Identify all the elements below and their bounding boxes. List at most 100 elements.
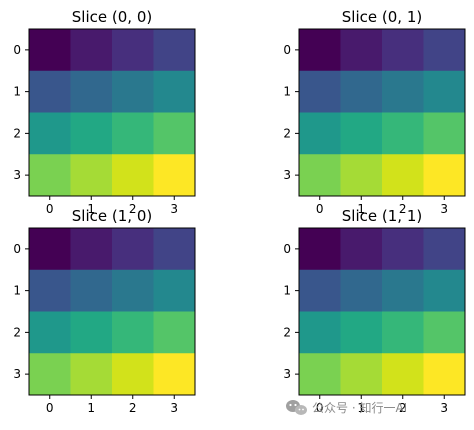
x-tick-label: 3 <box>440 401 448 415</box>
x-tick-label: 0 <box>46 401 54 415</box>
heatmap-cell <box>382 112 424 155</box>
heatmap-cell <box>29 311 71 354</box>
heatmap-cell <box>382 353 424 396</box>
heatmap-cell <box>299 70 341 113</box>
heatmap-cell <box>299 154 341 197</box>
heatmap-cell <box>340 311 383 354</box>
y-tick-label: 2 <box>283 126 291 140</box>
plot-frame <box>28 227 196 396</box>
heatmap-cell <box>112 70 154 113</box>
heatmap-cell <box>299 29 341 72</box>
heatmap-cell <box>340 228 383 271</box>
heatmap-cell <box>299 112 341 155</box>
heatmap-cell <box>423 228 466 271</box>
heatmap-cell <box>70 228 113 271</box>
heatmap-cell <box>29 353 71 396</box>
plot-frame <box>298 28 466 197</box>
plot-frame <box>298 227 466 396</box>
heatmap-cell <box>340 353 383 396</box>
heatmap-cell <box>70 112 113 155</box>
heatmap-cell <box>112 228 154 271</box>
y-tick-label: 3 <box>283 367 291 381</box>
y-tick-label: 1 <box>283 85 291 99</box>
heatmap-cell <box>423 29 466 72</box>
heatmap-cell <box>299 228 341 271</box>
y-tick-label: 2 <box>283 325 291 339</box>
heatmap-cell <box>153 311 196 354</box>
heatmap-cell <box>340 112 383 155</box>
heatmap-cell <box>70 70 113 113</box>
heatmap-cell <box>299 311 341 354</box>
heatmap-cell <box>153 353 196 396</box>
heatmap-cell <box>70 353 113 396</box>
heatmap-cell <box>29 112 71 155</box>
heatmap-cell <box>70 154 113 197</box>
heatmap-cell <box>340 154 383 197</box>
y-tick-label: 1 <box>283 284 291 298</box>
heatmap-cell <box>299 353 341 396</box>
heatmap-cell <box>70 311 113 354</box>
y-tick-label: 1 <box>13 284 21 298</box>
x-tick-label: 3 <box>170 401 178 415</box>
y-tick-label: 3 <box>13 168 21 182</box>
subplot-title: Slice (1, 0) <box>72 207 152 225</box>
heatmap-cell <box>112 311 154 354</box>
heatmap-panel: Slice (1, 0) 0 1 2 3 0 1 2 3 <box>13 207 196 415</box>
x-tick-label: 1 <box>357 202 365 216</box>
y-tick-label: 1 <box>13 85 21 99</box>
x-tick-label: 1 <box>87 202 95 216</box>
heatmap-cell <box>29 269 71 312</box>
heatmap-cell <box>382 70 424 113</box>
y-tick-label: 0 <box>13 242 21 256</box>
heatmap-cell <box>112 269 154 312</box>
wechat-icon <box>286 400 307 415</box>
y-tick-label: 0 <box>13 43 21 57</box>
subplot-title: Slice (0, 1) <box>342 8 422 26</box>
x-tick-label: 2 <box>129 401 137 415</box>
x-tick-label: 0 <box>316 401 324 415</box>
heatmap-cell <box>112 353 154 396</box>
watermark-text: 公众号 · 知行一AI <box>312 401 407 415</box>
x-tick-label: 2 <box>399 202 407 216</box>
heatmap-cell <box>382 29 424 72</box>
x-tick-label: 2 <box>129 202 137 216</box>
plot-frame <box>28 28 196 197</box>
heatmap-cell <box>382 228 424 271</box>
y-tick-label: 2 <box>13 126 21 140</box>
heatmap-panel: Slice (1, 1) 0 1 2 3 0 1 2 3 <box>283 207 466 415</box>
heatmap-cell <box>423 311 466 354</box>
y-tick-label: 0 <box>283 242 291 256</box>
heatmap-cell <box>382 154 424 197</box>
heatmap-cell <box>153 112 196 155</box>
heatmap-panel: Slice (0, 0) 0 1 2 3 0 1 2 3 <box>13 8 196 216</box>
subplot-title: Slice (0, 0) <box>72 8 152 26</box>
heatmap-cell <box>340 70 383 113</box>
heatmap-cell <box>382 269 424 312</box>
heatmap-cell <box>153 228 196 271</box>
heatmap-cell <box>340 29 383 72</box>
heatmap-cell <box>423 269 466 312</box>
x-tick-label: 1 <box>87 401 95 415</box>
x-tick-label: 3 <box>440 202 448 216</box>
heatmap-panel: Slice (0, 1) 0 1 2 3 0 1 2 3 <box>283 8 466 216</box>
y-tick-label: 3 <box>13 367 21 381</box>
heatmap-cell <box>153 269 196 312</box>
heatmap-cell <box>423 154 466 197</box>
x-tick-label: 2 <box>399 401 407 415</box>
y-tick-label: 0 <box>283 43 291 57</box>
heatmap-cell <box>70 269 113 312</box>
heatmap-cell <box>29 154 71 197</box>
x-tick-label: 0 <box>46 202 54 216</box>
heatmap-cell <box>112 29 154 72</box>
heatmap-cell <box>299 269 341 312</box>
heatmap-cell <box>340 269 383 312</box>
subplot-title: Slice (1, 1) <box>342 207 422 225</box>
heatmap-cell <box>153 70 196 113</box>
heatmap-cell <box>112 112 154 155</box>
y-tick-label: 2 <box>13 325 21 339</box>
subplot-grid: Slice (0, 0) 0 1 2 3 0 1 2 3 Slice (0, 1) 0 1 2 3 0 1 2 3… <box>13 8 466 415</box>
heatmap-cell <box>382 311 424 354</box>
watermark: 公众号 · 知行一AI <box>286 400 407 415</box>
heatmap-cell <box>29 29 71 72</box>
